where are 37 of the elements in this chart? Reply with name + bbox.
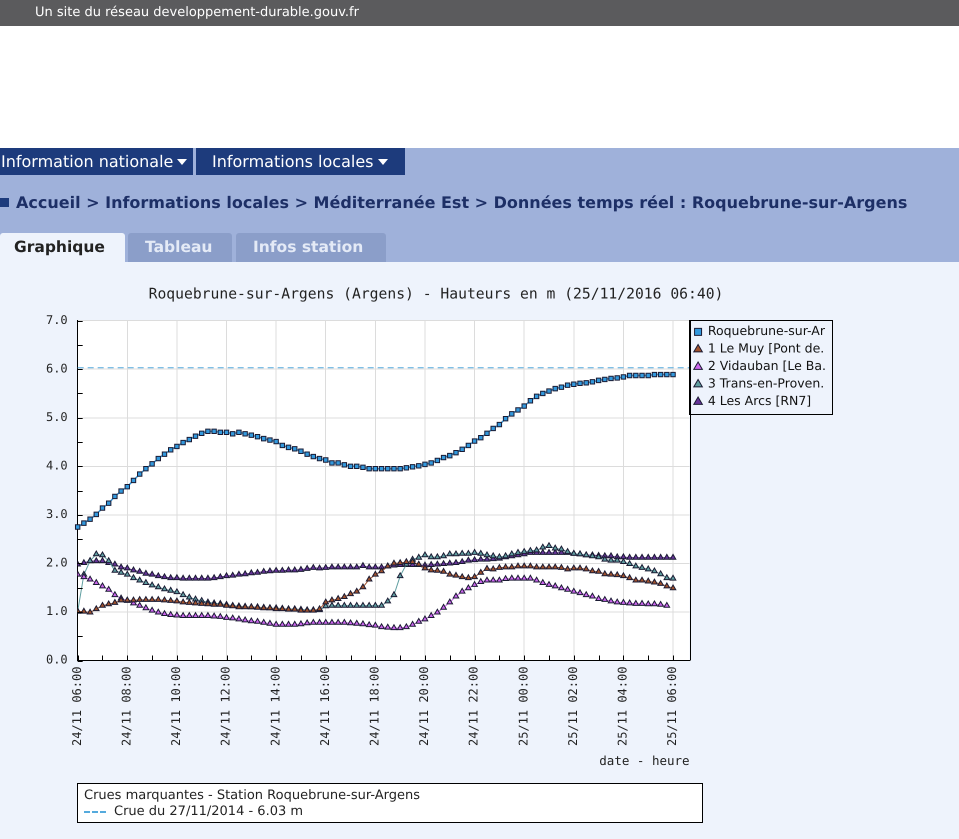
text: Crue du 27/11/2014 - 6.03 m <box>114 804 304 819</box>
y-tick-label: 2.0 <box>46 556 68 570</box>
text: Tableau <box>128 233 232 262</box>
x-tick-label: 25/11 06:00 <box>665 666 680 746</box>
y-tick-label: 3.0 <box>46 506 68 521</box>
legend-label: 3 Trans-en-Proven. <box>708 376 824 391</box>
text: Informations locales <box>212 151 374 173</box>
text: Un site du réseau developpement-durable.gouv.fr <box>35 5 359 20</box>
text: Graphique <box>0 233 125 262</box>
x-tick-label: 24/11 06:00 <box>70 666 84 746</box>
chart-title: Roquebrune-sur-Argens (Argens) - Hauteurs en m (25/11/2016 06:40) <box>148 286 724 303</box>
y-tick-label: 4.0 <box>46 458 68 472</box>
y-tick-label: 1.0 <box>46 604 68 618</box>
x-tick-label: 24/11 12:00 <box>218 666 233 746</box>
x-tick-label: 25/11 04:00 <box>616 666 630 746</box>
legend-label: 1 Le Muy [Pont de. <box>708 340 824 356</box>
legend-label: 2 Vidauban [Le Ba. <box>708 358 826 374</box>
x-tick-label: 24/11 10:00 <box>169 666 184 746</box>
x-axis-title: date - heure <box>599 752 690 768</box>
x-tick-label: 24/11 18:00 <box>367 666 382 746</box>
x-tick-label: 24/11 08:00 <box>119 666 134 746</box>
x-tick-label: 24/11 14:00 <box>268 666 282 746</box>
y-tick-label: 6.0 <box>46 361 68 376</box>
x-tick-label: 25/11 00:00 <box>516 666 530 746</box>
x-tick-label: 24/11 16:00 <box>318 666 332 746</box>
text: Infos station <box>236 233 386 262</box>
legend-label: 4 Les Arcs [RN7] <box>708 393 812 408</box>
y-tick-label: 5.0 <box>46 410 68 424</box>
x-tick-label: 24/11 22:00 <box>466 666 481 746</box>
x-tick-label: 24/11 20:00 <box>417 666 432 746</box>
text: Crues marquantes - Station Roquebrune-sur-Argens <box>84 788 420 803</box>
text: Information nationale <box>1 151 174 173</box>
legend-label: Roquebrune-sur-Ar <box>708 323 826 338</box>
y-tick-label: 0.0 <box>46 652 68 667</box>
y-tick-label: 7.0 <box>46 312 68 327</box>
x-tick-label: 25/11 02:00 <box>566 666 580 746</box>
text: Accueil > Informations locales > Méditerranée Est > Données temps réel : Roquebrune-sur-Argens <box>16 193 908 212</box>
